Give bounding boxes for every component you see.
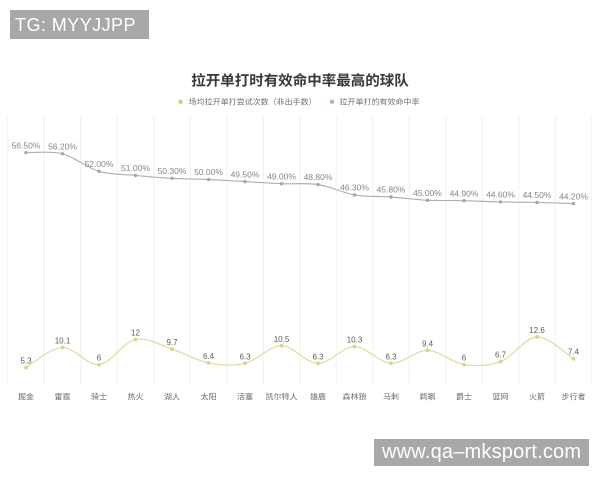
svg-text:10.5: 10.5: [274, 335, 290, 344]
svg-text:46.30%: 46.30%: [340, 183, 369, 193]
svg-text:12.6: 12.6: [529, 326, 545, 335]
svg-text:10.1: 10.1: [55, 336, 71, 345]
svg-text:12: 12: [131, 329, 140, 338]
svg-text:49.50%: 49.50%: [231, 169, 260, 179]
svg-text:9.7: 9.7: [166, 338, 178, 347]
svg-text:6.3: 6.3: [239, 352, 251, 361]
svg-text:7.4: 7.4: [568, 348, 580, 357]
svg-text:44.60%: 44.60%: [486, 190, 515, 200]
svg-text:6.3: 6.3: [312, 352, 324, 361]
svg-text:51.00%: 51.00%: [121, 163, 150, 173]
svg-text:6.4: 6.4: [203, 352, 215, 361]
svg-text:6.7: 6.7: [495, 351, 507, 360]
svg-text:56.50%: 56.50%: [12, 140, 41, 150]
svg-text:44.20%: 44.20%: [559, 191, 588, 201]
svg-text:10.3: 10.3: [347, 336, 363, 345]
svg-text:45.80%: 45.80%: [377, 185, 406, 195]
svg-text:56.20%: 56.20%: [48, 142, 77, 152]
svg-text:48.80%: 48.80%: [304, 172, 333, 182]
svg-text:52.00%: 52.00%: [85, 159, 114, 169]
svg-text:45.00%: 45.00%: [413, 188, 442, 198]
svg-text:44.90%: 44.90%: [450, 188, 479, 198]
svg-text:9.4: 9.4: [422, 339, 434, 348]
svg-text:44.50%: 44.50%: [523, 190, 552, 200]
svg-text:5.3: 5.3: [20, 357, 32, 366]
svg-text:49.00%: 49.00%: [267, 171, 296, 181]
svg-text:50.00%: 50.00%: [194, 167, 223, 177]
svg-text:6: 6: [462, 354, 467, 363]
svg-text:6: 6: [97, 354, 102, 363]
svg-text:50.30%: 50.30%: [158, 166, 187, 176]
svg-text:6.3: 6.3: [385, 352, 397, 361]
